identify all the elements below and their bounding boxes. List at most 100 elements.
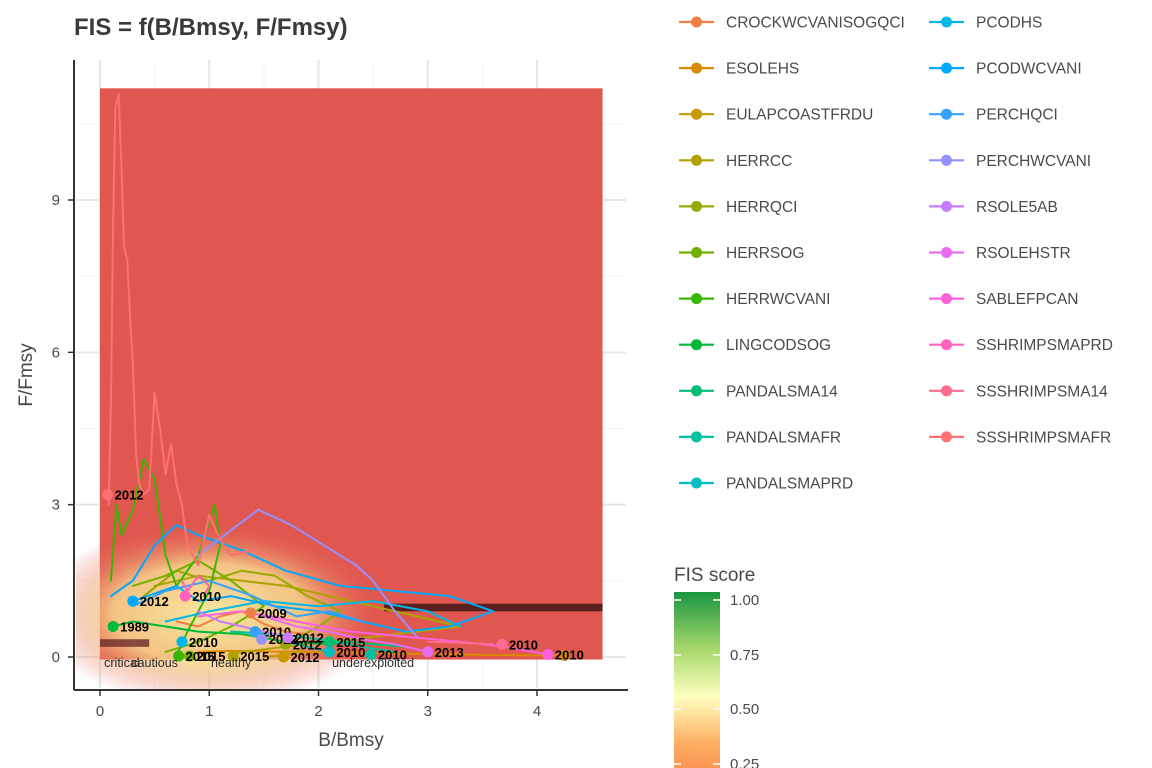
endpoint-label: 2010 <box>555 647 584 662</box>
legend-marker <box>691 293 702 305</box>
endpoint-label: 1989 <box>120 620 149 635</box>
series-line-perchwcvani <box>197 508 418 638</box>
endpoint-herrcc <box>227 650 239 662</box>
endpoint-eulapcoastfrdu <box>278 651 290 663</box>
colorbar-tick-label: 0.25 <box>730 756 759 768</box>
legend-marker <box>691 154 702 166</box>
series-line-rsole5ab <box>197 610 287 638</box>
legend-marker <box>691 431 702 443</box>
legend-label: PANDALSMAPRD <box>726 476 853 493</box>
dark-band-critical <box>100 639 150 647</box>
colorbar-tick-label: 1.00 <box>730 592 759 609</box>
endpoint-ssshrimpsmafr <box>102 489 114 501</box>
endpoint-label: 2012 <box>295 631 324 646</box>
legend-marker <box>691 16 702 28</box>
legend-label: HERRCC <box>726 153 792 170</box>
endpoint-lingcodsog <box>107 621 119 633</box>
endpoint-crockwcvanisogqci <box>245 607 257 619</box>
y-tick-label: 6 <box>52 344 60 361</box>
endpoint-label: 2012 <box>115 488 144 503</box>
legend: CROCKWCVANISOGQCI ESOLEHS EULAPCOASTFRDU HE… <box>679 15 1113 493</box>
y-axis-label: F/Fmsy <box>16 343 37 407</box>
endpoint-perchqci <box>249 626 261 638</box>
series-line-ssshrimpsma14 <box>426 640 495 646</box>
endpoint-label: 2009 <box>258 606 287 621</box>
legend-marker <box>941 339 952 351</box>
endpoint-ssshrimpsma14 <box>496 638 508 650</box>
x-ticks: 0 1 2 3 4 <box>96 690 541 720</box>
legend-label: PERCHWCVANI <box>976 153 1091 170</box>
x-tick-label: 3 <box>424 703 432 720</box>
series-group <box>107 92 560 658</box>
legend-label: SSSHRIMPSMAFR <box>976 429 1111 446</box>
endpoint-label: 2010 <box>189 635 218 650</box>
legend-label: SABLEFPCAN <box>976 291 1079 308</box>
colorbar-tick-label: 0.75 <box>730 647 759 664</box>
dark-band <box>384 603 603 612</box>
endpoint-label: 2015 <box>336 635 365 650</box>
zone-label: healthy <box>211 656 252 670</box>
legend-marker <box>691 477 702 489</box>
x-axis-label: B/Bmsy <box>318 730 384 751</box>
series-line-pcodhs <box>164 600 462 628</box>
legend-label: PERCHQCI <box>976 107 1058 124</box>
endpoint-label: 2015 <box>186 649 215 664</box>
legend-label: RSOLE5AB <box>976 199 1058 216</box>
x-tick-label: 2 <box>314 703 322 720</box>
colorbar: FIS score 1.00 0.75 0.50 0.25 <box>674 565 759 768</box>
legend-label: LINGCODSOG <box>726 337 831 354</box>
chart-title: FIS = f(B/Bmsy, F/Fmsy) <box>74 14 348 41</box>
legend-label: HERRWCVANI <box>726 291 831 308</box>
y-tick-label: 3 <box>52 497 60 514</box>
series-line-pandalsma14 <box>328 640 407 648</box>
colorbar-tick-label: 0.50 <box>730 701 759 718</box>
legend-marker <box>941 154 952 166</box>
legend-marker <box>941 293 952 305</box>
endpoint-esolehs <box>558 649 570 661</box>
x-tick-label: 4 <box>533 703 541 720</box>
endpoint-label: 2012 <box>140 594 169 609</box>
endpoint-rsole5ab <box>282 632 294 644</box>
y-ticks: 0 3 6 9 <box>52 192 74 666</box>
legend-marker <box>941 247 952 258</box>
legend-marker <box>691 247 702 258</box>
zone-label: underexploited <box>332 656 414 670</box>
colorbar-title: FIS score <box>674 565 755 586</box>
series-line-herrwcvani <box>109 458 222 657</box>
legend-label: SSSHRIMPSMA14 <box>976 383 1108 400</box>
colorbar-ticks: 1.00 0.75 0.50 0.25 <box>674 592 759 768</box>
colorbar-gradient <box>674 592 720 768</box>
legend-label: PANDALSMAFR <box>726 429 841 446</box>
series-line-lingcodsog <box>112 620 353 646</box>
endpoint-group: 2009201220152012201520151989201520102010… <box>102 488 584 665</box>
legend-marker <box>691 385 702 397</box>
endpoint-herrsog <box>184 650 196 662</box>
y-tick-label: 0 <box>52 649 60 666</box>
legend-marker <box>691 339 702 351</box>
legend-label: PCODWCVANI <box>976 61 1082 78</box>
legend-marker <box>941 62 952 74</box>
endpoint-label: 2010 <box>336 645 365 660</box>
legend-marker <box>941 385 952 397</box>
endpoint-pandalsmaprd <box>323 646 335 658</box>
legend-marker <box>691 108 702 120</box>
endpoint-sablefpcan <box>542 648 554 660</box>
x-tick-label: 1 <box>205 703 213 720</box>
legend-marker <box>941 200 952 212</box>
series-line-rsolehstr <box>262 615 429 653</box>
legend-marker <box>941 108 952 120</box>
endpoint-sshrimpsmaprd <box>179 590 191 602</box>
endpoint-label: 2015 <box>240 649 269 664</box>
legend-label: PCODHS <box>976 15 1042 32</box>
endpoint-label: 2012 <box>291 650 320 665</box>
endpoint-label: 2012 <box>293 637 322 652</box>
legend-label: EULAPCOASTFRDU <box>726 107 873 124</box>
legend-marker <box>691 200 702 212</box>
endpoint-perchwcvani <box>256 633 268 645</box>
endpoint-label: 2010 <box>378 647 407 662</box>
zone-label: cautious <box>131 656 178 670</box>
y-tick-label: 9 <box>52 192 60 209</box>
legend-label: HERRQCI <box>726 199 797 216</box>
